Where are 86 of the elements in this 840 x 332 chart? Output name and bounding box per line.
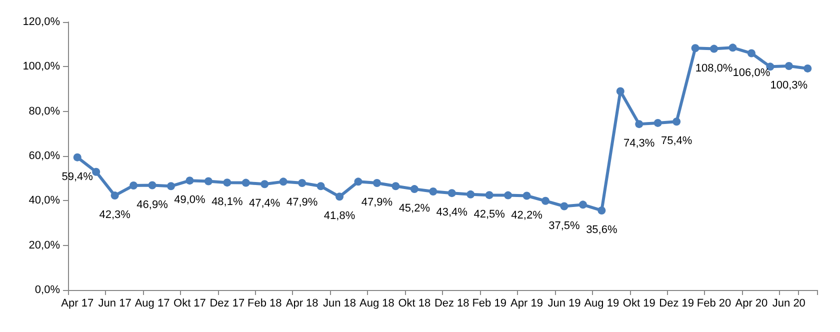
point [410, 185, 418, 194]
point [784, 62, 793, 70]
x-tick-label: Aug 17 [134, 298, 170, 310]
point [578, 200, 587, 209]
point [204, 177, 212, 186]
point [485, 191, 494, 200]
point [166, 182, 175, 190]
point [316, 182, 325, 190]
data-label: 59,4% [62, 170, 94, 183]
y-tick-label: 0,0% [34, 284, 60, 296]
x-tick-label: Feb 18 [247, 298, 282, 310]
x-tick-label: Okt 17 [174, 298, 206, 310]
point [691, 44, 700, 52]
point [186, 176, 194, 185]
point [635, 120, 644, 128]
x-tick-label: Jun 20 [772, 298, 806, 310]
data-label: 47,9% [286, 196, 318, 209]
point [429, 188, 438, 196]
x-tick-label: Aug 18 [360, 298, 394, 310]
data-label: 46,9% [136, 198, 168, 211]
point [223, 178, 232, 187]
data-label: 37,5% [548, 220, 580, 232]
data-label: 49,0% [174, 194, 206, 206]
point [654, 118, 662, 127]
data-label: 108,0% [695, 62, 733, 74]
x-tick-label: Okt 19 [622, 298, 656, 310]
data-label: 43,4% [436, 206, 468, 219]
point [92, 168, 100, 176]
x-tick-label: Okt 18 [398, 298, 431, 310]
y-tick-label: 80,0% [28, 105, 60, 118]
point [372, 179, 381, 188]
point [504, 191, 512, 200]
y-tick-label: 120,0% [22, 16, 60, 28]
x-tick-label: Feb 20 [696, 298, 732, 310]
point [616, 87, 624, 96]
y-tick-label: 20,0% [28, 239, 60, 252]
point [392, 182, 400, 190]
point [298, 179, 306, 188]
x-tick-label: Dez 18 [434, 298, 470, 310]
x-tick-label: Jun 18 [322, 298, 356, 310]
y-tick-label: 100,0% [22, 60, 60, 73]
y-tick-label: 40,0% [28, 194, 60, 207]
point [279, 178, 288, 186]
data-label: 47,9% [361, 196, 393, 209]
data-label: 41,8% [324, 210, 356, 222]
point [110, 192, 119, 200]
point [130, 181, 138, 190]
x-tick-label: Dez 19 [659, 298, 694, 310]
point [242, 178, 250, 187]
point [336, 192, 344, 201]
x-tick-label: Apr 17 [61, 298, 94, 310]
data-label: 75,4% [660, 135, 692, 148]
data-label: 48,1% [212, 196, 243, 208]
x-tick-label: Apr 18 [286, 298, 318, 310]
point [148, 181, 156, 190]
point [672, 118, 681, 126]
x-tick-label: Aug 19 [584, 298, 620, 310]
data-label: 47,4% [249, 198, 280, 210]
point [448, 189, 456, 198]
point [710, 44, 718, 53]
data-label: 45,2% [398, 202, 430, 215]
x-tick-label: Apr 20 [735, 298, 768, 310]
x-tick-label: Apr 19 [510, 298, 543, 310]
point [747, 49, 756, 58]
x-tick-label: Jun 19 [548, 298, 581, 310]
point [260, 180, 269, 188]
point [466, 190, 475, 198]
data-label: 74,3% [624, 138, 655, 150]
point [541, 196, 550, 205]
data-label: 35,6% [586, 224, 618, 236]
point [560, 202, 568, 210]
data-label: 100,3% [770, 79, 808, 92]
data-label: 42,2% [511, 209, 543, 222]
point [522, 192, 531, 200]
x-tick-label: Jun 17 [98, 298, 132, 310]
x-tick-label: Feb 19 [472, 298, 506, 310]
point [804, 64, 812, 72]
data-label: 42,3% [99, 209, 131, 222]
data-label: 42,5% [474, 208, 506, 221]
point [354, 178, 362, 186]
data-label: 106,0% [732, 66, 770, 79]
x-tick-label: Dez 17 [210, 298, 245, 310]
point [728, 44, 737, 52]
point [598, 206, 606, 214]
y-tick-label: 60,0% [28, 150, 60, 162]
point [73, 153, 82, 162]
